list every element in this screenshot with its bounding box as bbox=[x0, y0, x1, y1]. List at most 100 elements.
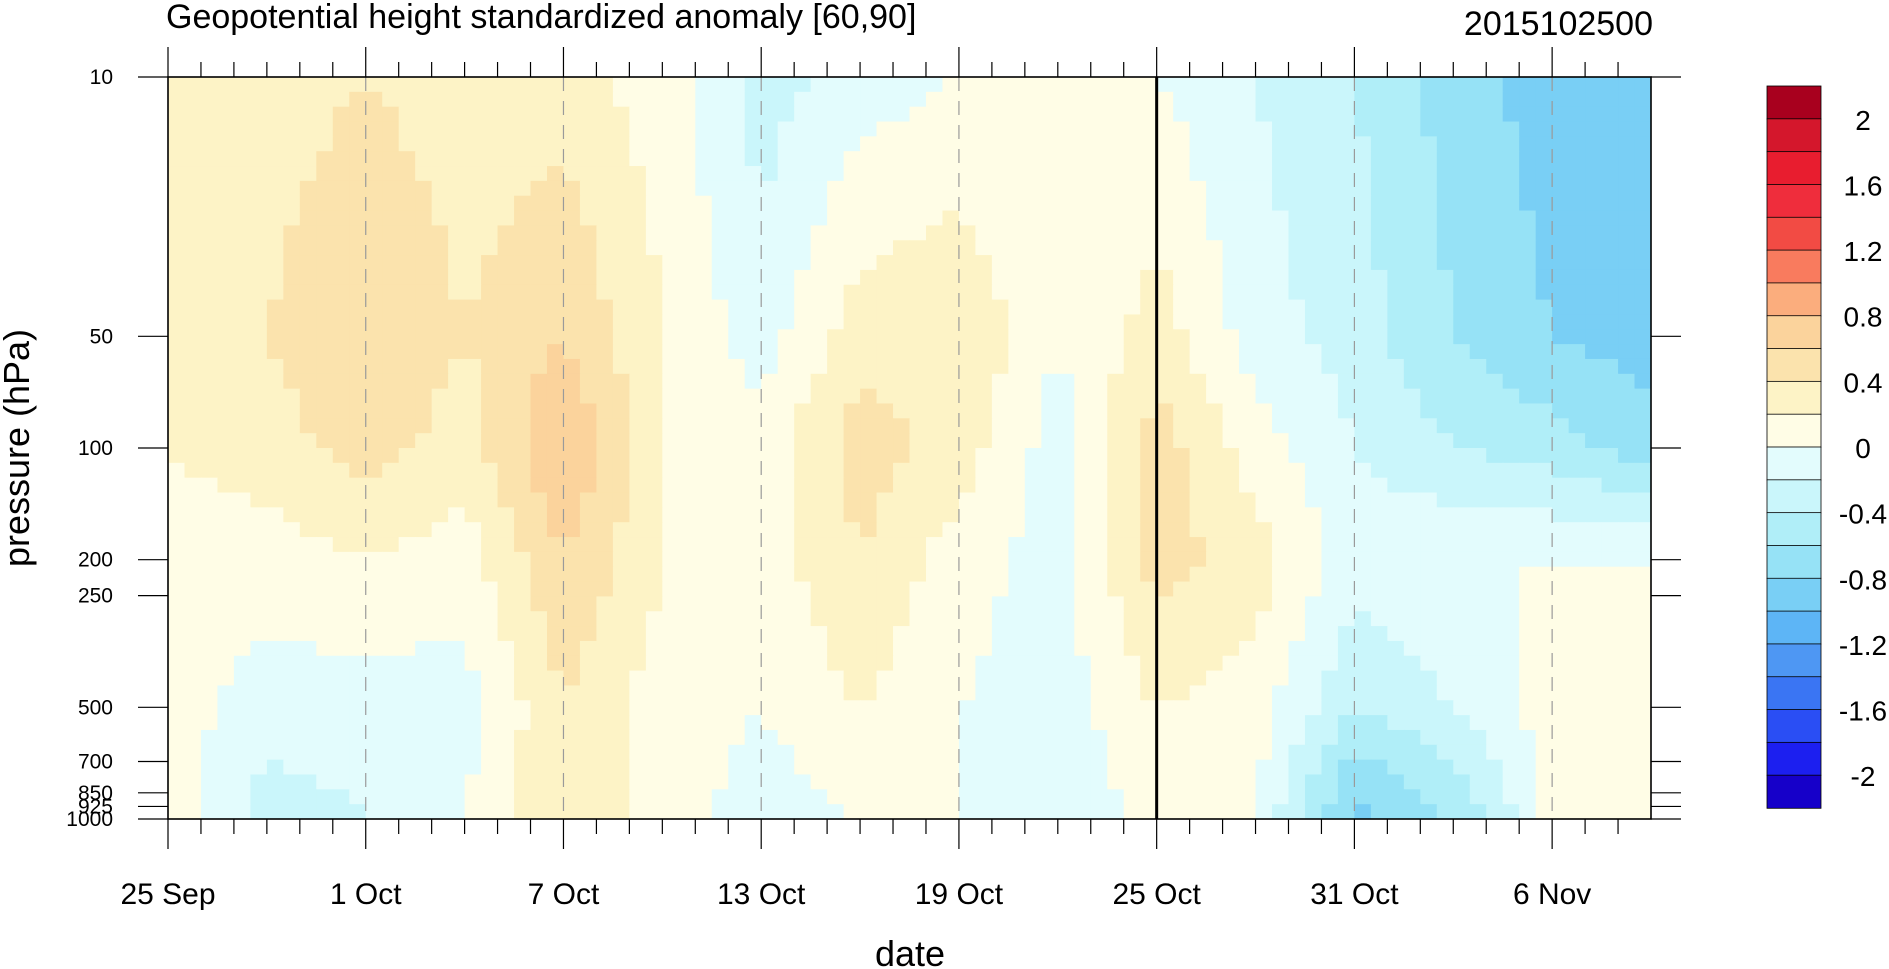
field-cell bbox=[958, 433, 977, 449]
field-cell bbox=[695, 284, 713, 301]
field-cell bbox=[1156, 210, 1174, 226]
field-cell bbox=[991, 210, 1009, 226]
field-cell bbox=[1107, 433, 1125, 449]
field-cell bbox=[1288, 537, 1306, 553]
field-cell bbox=[744, 225, 762, 241]
field-cell bbox=[1321, 121, 1339, 137]
field-cell bbox=[1387, 151, 1405, 167]
field-cell bbox=[1370, 284, 1388, 301]
field-cell bbox=[1634, 537, 1651, 553]
field-cell bbox=[1074, 522, 1092, 538]
field-cell bbox=[958, 507, 977, 523]
field-cell bbox=[481, 774, 499, 790]
field-cell bbox=[1568, 329, 1586, 345]
field-cell bbox=[1123, 462, 1141, 479]
field-cell bbox=[1618, 626, 1636, 642]
field-cell bbox=[1535, 240, 1553, 256]
field-cell bbox=[991, 551, 1009, 568]
field-cell bbox=[1222, 700, 1240, 716]
field-cell bbox=[546, 403, 565, 419]
field-cell bbox=[579, 388, 598, 405]
field-cell bbox=[1304, 225, 1323, 241]
field-cell bbox=[695, 106, 713, 123]
field-cell bbox=[1206, 388, 1224, 405]
field-cell bbox=[448, 744, 466, 761]
field-cell bbox=[1420, 804, 1438, 819]
field-cell bbox=[1255, 744, 1273, 761]
field-cell bbox=[1189, 240, 1207, 256]
field-cell bbox=[266, 269, 284, 286]
field-cell bbox=[431, 240, 449, 256]
field-cell bbox=[1469, 418, 1487, 434]
field-cell bbox=[744, 136, 762, 152]
field-cell bbox=[415, 744, 433, 761]
field-cell bbox=[744, 403, 762, 419]
field-cell bbox=[200, 640, 219, 657]
field-cell bbox=[629, 269, 647, 286]
field-cell bbox=[1024, 77, 1042, 93]
field-cell bbox=[711, 640, 729, 657]
field-cell bbox=[349, 640, 367, 657]
field-cell bbox=[662, 611, 680, 627]
field-cell bbox=[925, 77, 944, 93]
field-cell bbox=[1107, 314, 1125, 330]
field-cell bbox=[1354, 596, 1372, 612]
field-cell bbox=[1107, 121, 1125, 137]
field-cell bbox=[645, 255, 663, 271]
field-cell bbox=[893, 729, 911, 746]
field-cell bbox=[777, 626, 795, 642]
field-cell bbox=[168, 715, 186, 731]
field-cell bbox=[695, 373, 713, 390]
field-cell bbox=[1090, 166, 1108, 182]
field-cell bbox=[1469, 551, 1487, 568]
field-cell bbox=[860, 77, 878, 93]
field-cell bbox=[1519, 284, 1537, 301]
field-cell bbox=[1008, 121, 1026, 137]
field-cell bbox=[827, 670, 845, 687]
field-cell bbox=[629, 596, 647, 612]
field-cell bbox=[1074, 789, 1092, 805]
field-cell bbox=[1420, 403, 1438, 419]
field-cell bbox=[909, 537, 927, 553]
field-cell bbox=[1189, 358, 1207, 375]
field-cell bbox=[662, 551, 680, 568]
field-cell bbox=[1008, 729, 1026, 746]
field-cell bbox=[1057, 151, 1075, 167]
field-cell bbox=[991, 477, 1009, 494]
field-cell bbox=[942, 759, 960, 776]
field-cell bbox=[596, 195, 614, 212]
field-cell bbox=[1370, 240, 1388, 256]
field-cell bbox=[1568, 655, 1586, 672]
field-cell bbox=[283, 151, 301, 167]
field-cell bbox=[909, 373, 927, 390]
field-cell bbox=[1568, 759, 1586, 776]
field-cell bbox=[925, 225, 944, 241]
field-cell bbox=[415, 700, 433, 716]
field-cell bbox=[1272, 91, 1290, 108]
field-cell bbox=[1304, 255, 1323, 271]
field-cell bbox=[1173, 255, 1191, 271]
field-cell bbox=[1552, 566, 1570, 583]
field-cell bbox=[1272, 195, 1290, 212]
field-cell bbox=[1272, 729, 1290, 746]
field-cell bbox=[1304, 284, 1323, 301]
field-cell bbox=[942, 700, 960, 716]
field-cell bbox=[530, 418, 548, 434]
field-cell bbox=[299, 581, 317, 597]
field-cell bbox=[382, 314, 400, 330]
field-cell bbox=[744, 240, 762, 256]
field-cell bbox=[695, 358, 713, 375]
field-cell bbox=[349, 700, 367, 716]
field-cell bbox=[563, 373, 581, 390]
field-cell bbox=[629, 789, 647, 805]
field-cell bbox=[1519, 91, 1537, 108]
field-cell bbox=[612, 537, 630, 553]
field-cell bbox=[1222, 180, 1240, 197]
field-cell bbox=[1140, 611, 1158, 627]
field-cell bbox=[612, 121, 630, 137]
field-cell bbox=[514, 388, 532, 405]
field-cell bbox=[711, 329, 729, 345]
field-cell bbox=[695, 759, 713, 776]
field-cell bbox=[777, 566, 795, 583]
field-cell bbox=[1568, 774, 1586, 790]
